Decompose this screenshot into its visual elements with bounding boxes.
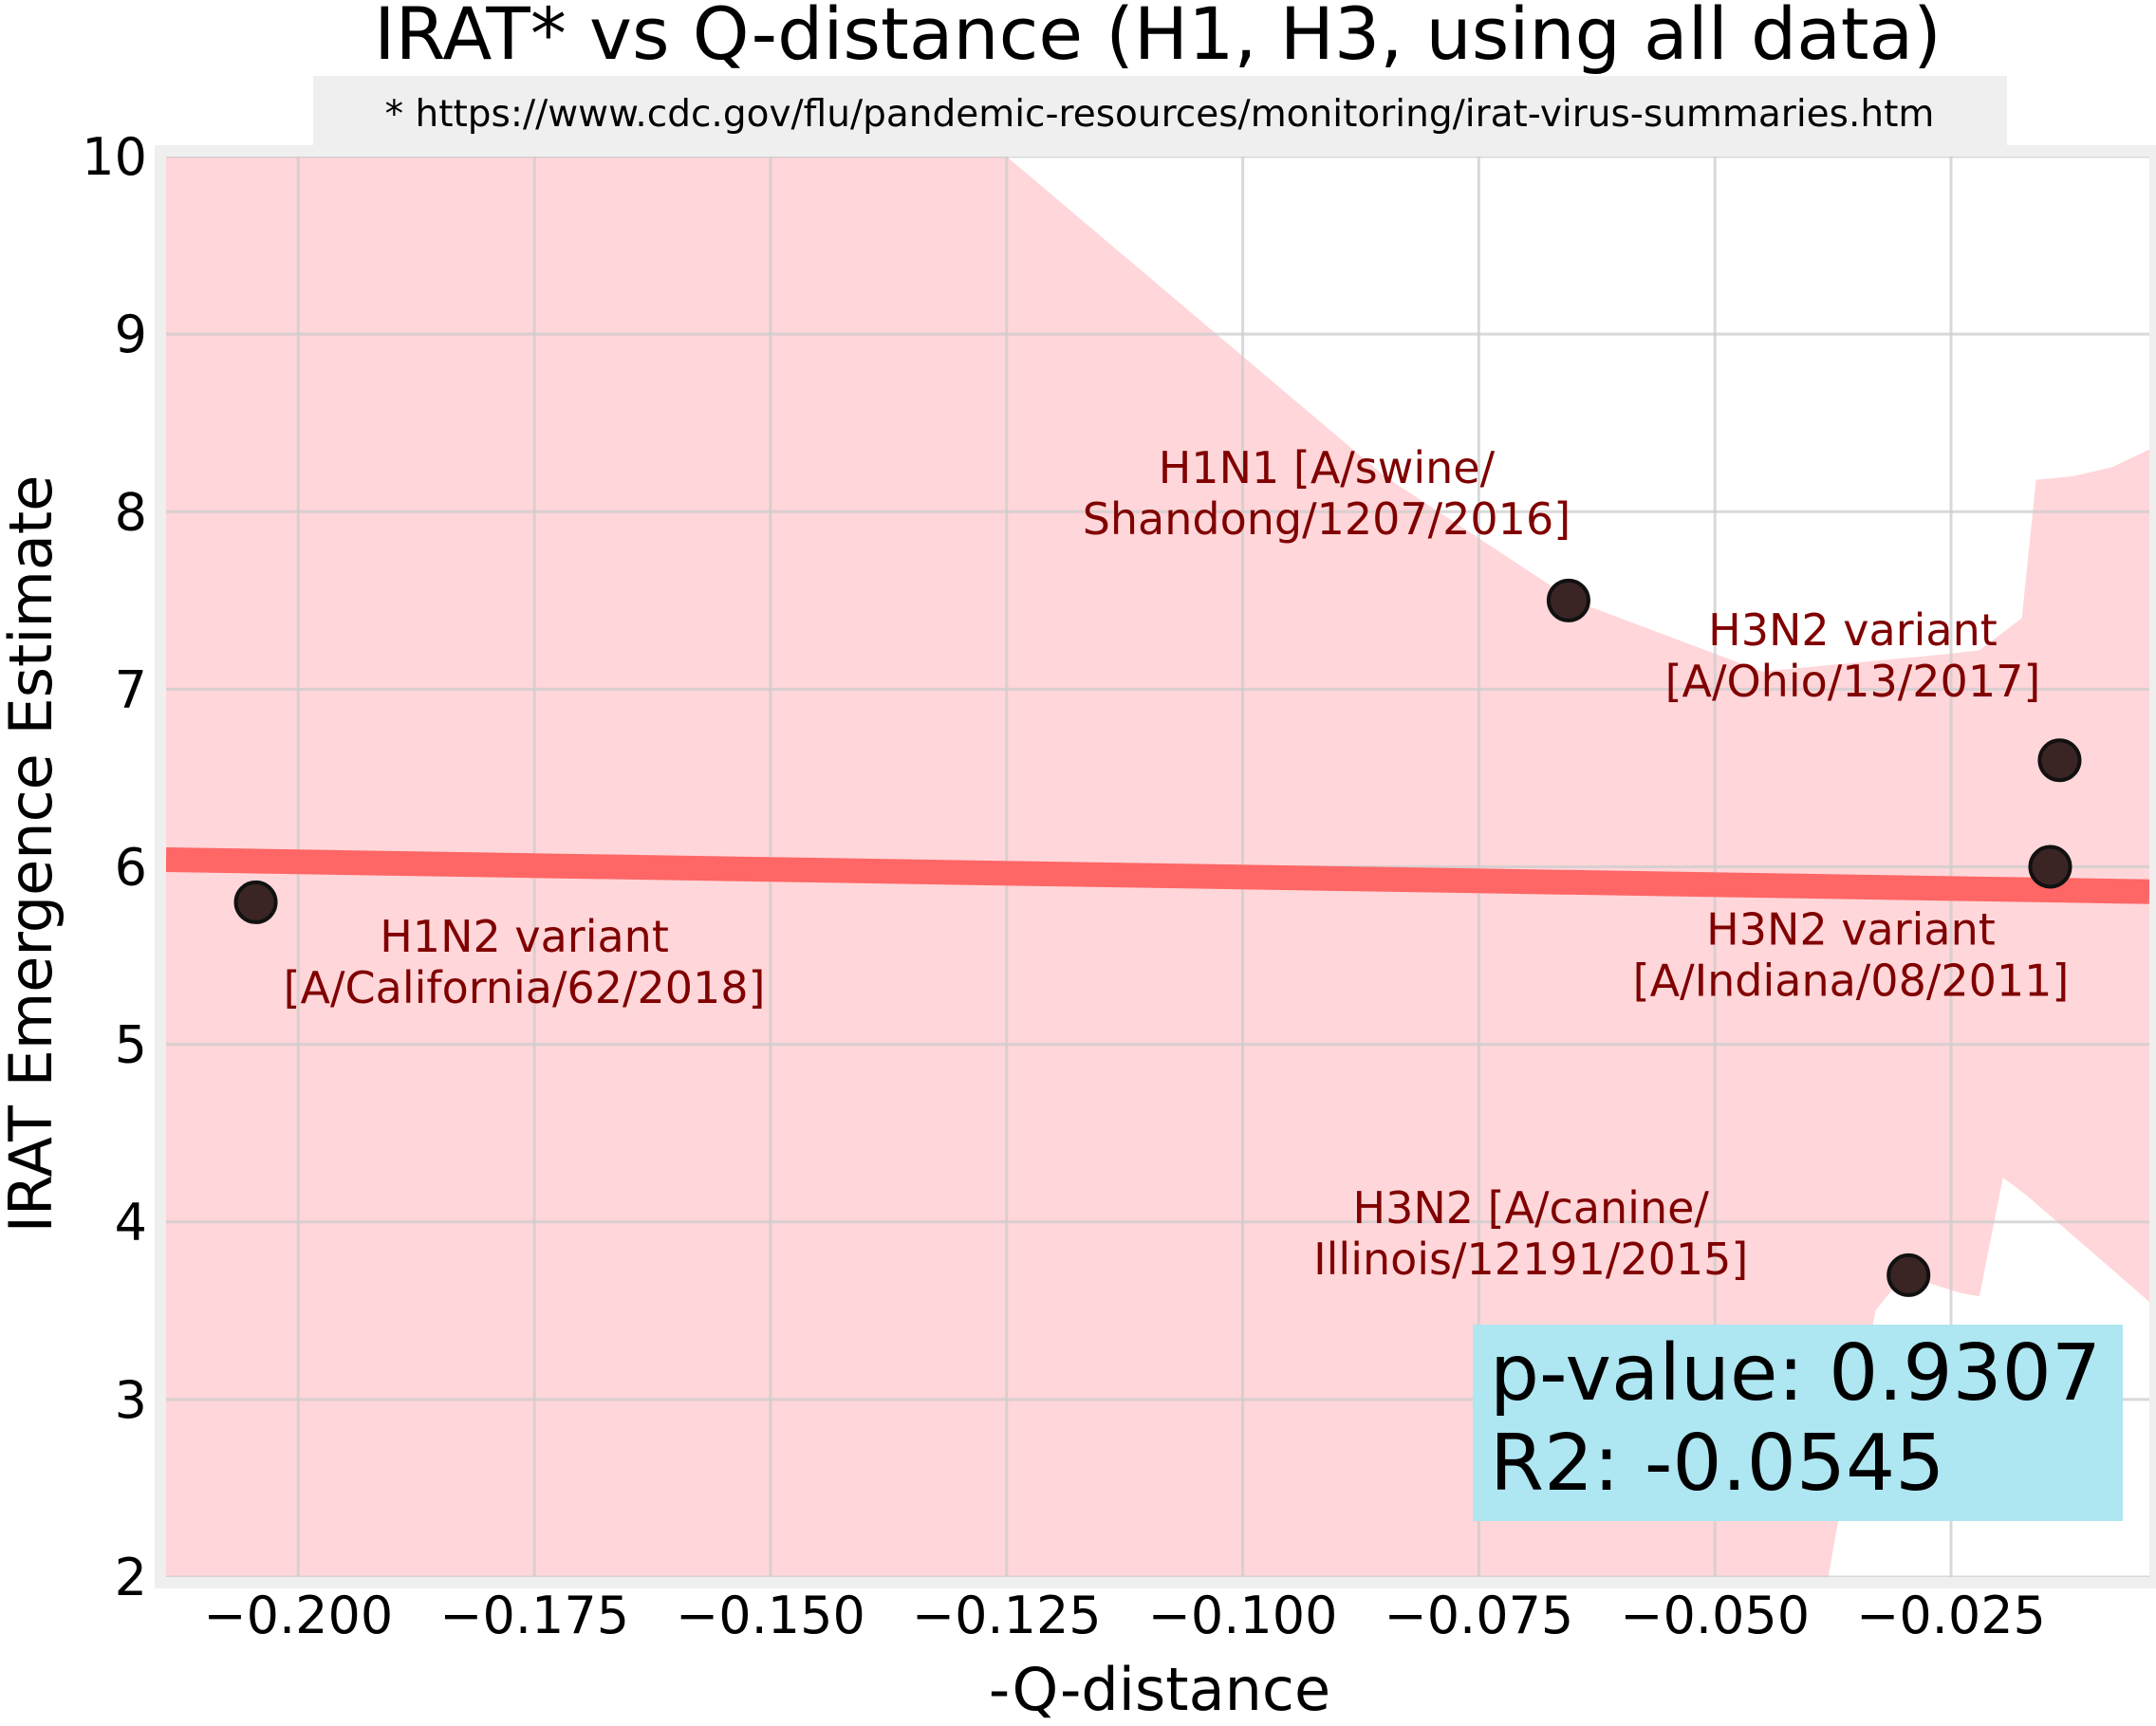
y-tick-label: 9: [115, 305, 147, 364]
data-point: [2037, 738, 2082, 783]
y-tick-label: 6: [115, 838, 147, 898]
y-tick-label: 2: [115, 1548, 147, 1607]
point-annotation: H3N2 variant: [1706, 904, 1996, 956]
x-tick-label: −0.100: [1148, 1586, 1338, 1645]
data-point: [233, 880, 278, 924]
data-point: [1886, 1253, 1931, 1297]
y-tick-label: 8: [115, 482, 147, 542]
x-tick-label: −0.150: [676, 1586, 865, 1645]
x-axis-label: -Q-distance: [989, 1655, 1330, 1724]
stats-r2: R2: -0.0545: [1490, 1419, 1944, 1509]
y-tick-label: 7: [115, 659, 147, 719]
point-annotation: H3N2 variant: [1708, 604, 1998, 656]
data-point: [1546, 578, 1590, 622]
stats-box: [1473, 1325, 2123, 1521]
x-tick-label: −0.200: [203, 1586, 393, 1645]
point-annotation: Shandong/1207/2016]: [1083, 493, 1571, 545]
point-annotation: [A/Indiana/08/2011]: [1633, 956, 2070, 1007]
y-tick-label: 3: [115, 1370, 147, 1430]
y-tick-label: 4: [115, 1193, 147, 1253]
data-point: [2028, 844, 2072, 889]
chart-subtitle: * https://www.cdc.gov/flu/pandemic-resou…: [385, 93, 1935, 136]
point-annotation: Illinois/12191/2015]: [1313, 1234, 1748, 1285]
point-annotation: [A/California/62/2018]: [284, 962, 766, 1013]
regression-line: [166, 847, 2149, 904]
x-tick-label: −0.025: [1856, 1586, 2046, 1645]
point-annotation: H1N2 variant: [380, 911, 669, 962]
y-tick-label: 10: [82, 127, 147, 187]
y-tick-label: 5: [115, 1015, 147, 1075]
point-annotation: H3N2 [A/canine/: [1352, 1182, 1709, 1234]
subtitle-box: [313, 76, 2007, 150]
stats-p-value: p-value: 0.9307: [1490, 1328, 2101, 1419]
x-tick-label: −0.075: [1384, 1586, 1573, 1645]
x-tick-label: −0.125: [912, 1586, 1102, 1645]
point-annotation: [A/Ohio/13/2017]: [1665, 656, 2041, 707]
point-annotation: H1N1 [A/swine/: [1159, 442, 1496, 493]
x-tick-label: −0.050: [1620, 1586, 1810, 1645]
x-tick-label: −0.175: [439, 1586, 629, 1645]
chart-title: IRAT* vs Q-distance (H1, H3, using all d…: [374, 0, 1942, 76]
y-axis-label: IRAT Emergence Estimate: [0, 475, 65, 1234]
